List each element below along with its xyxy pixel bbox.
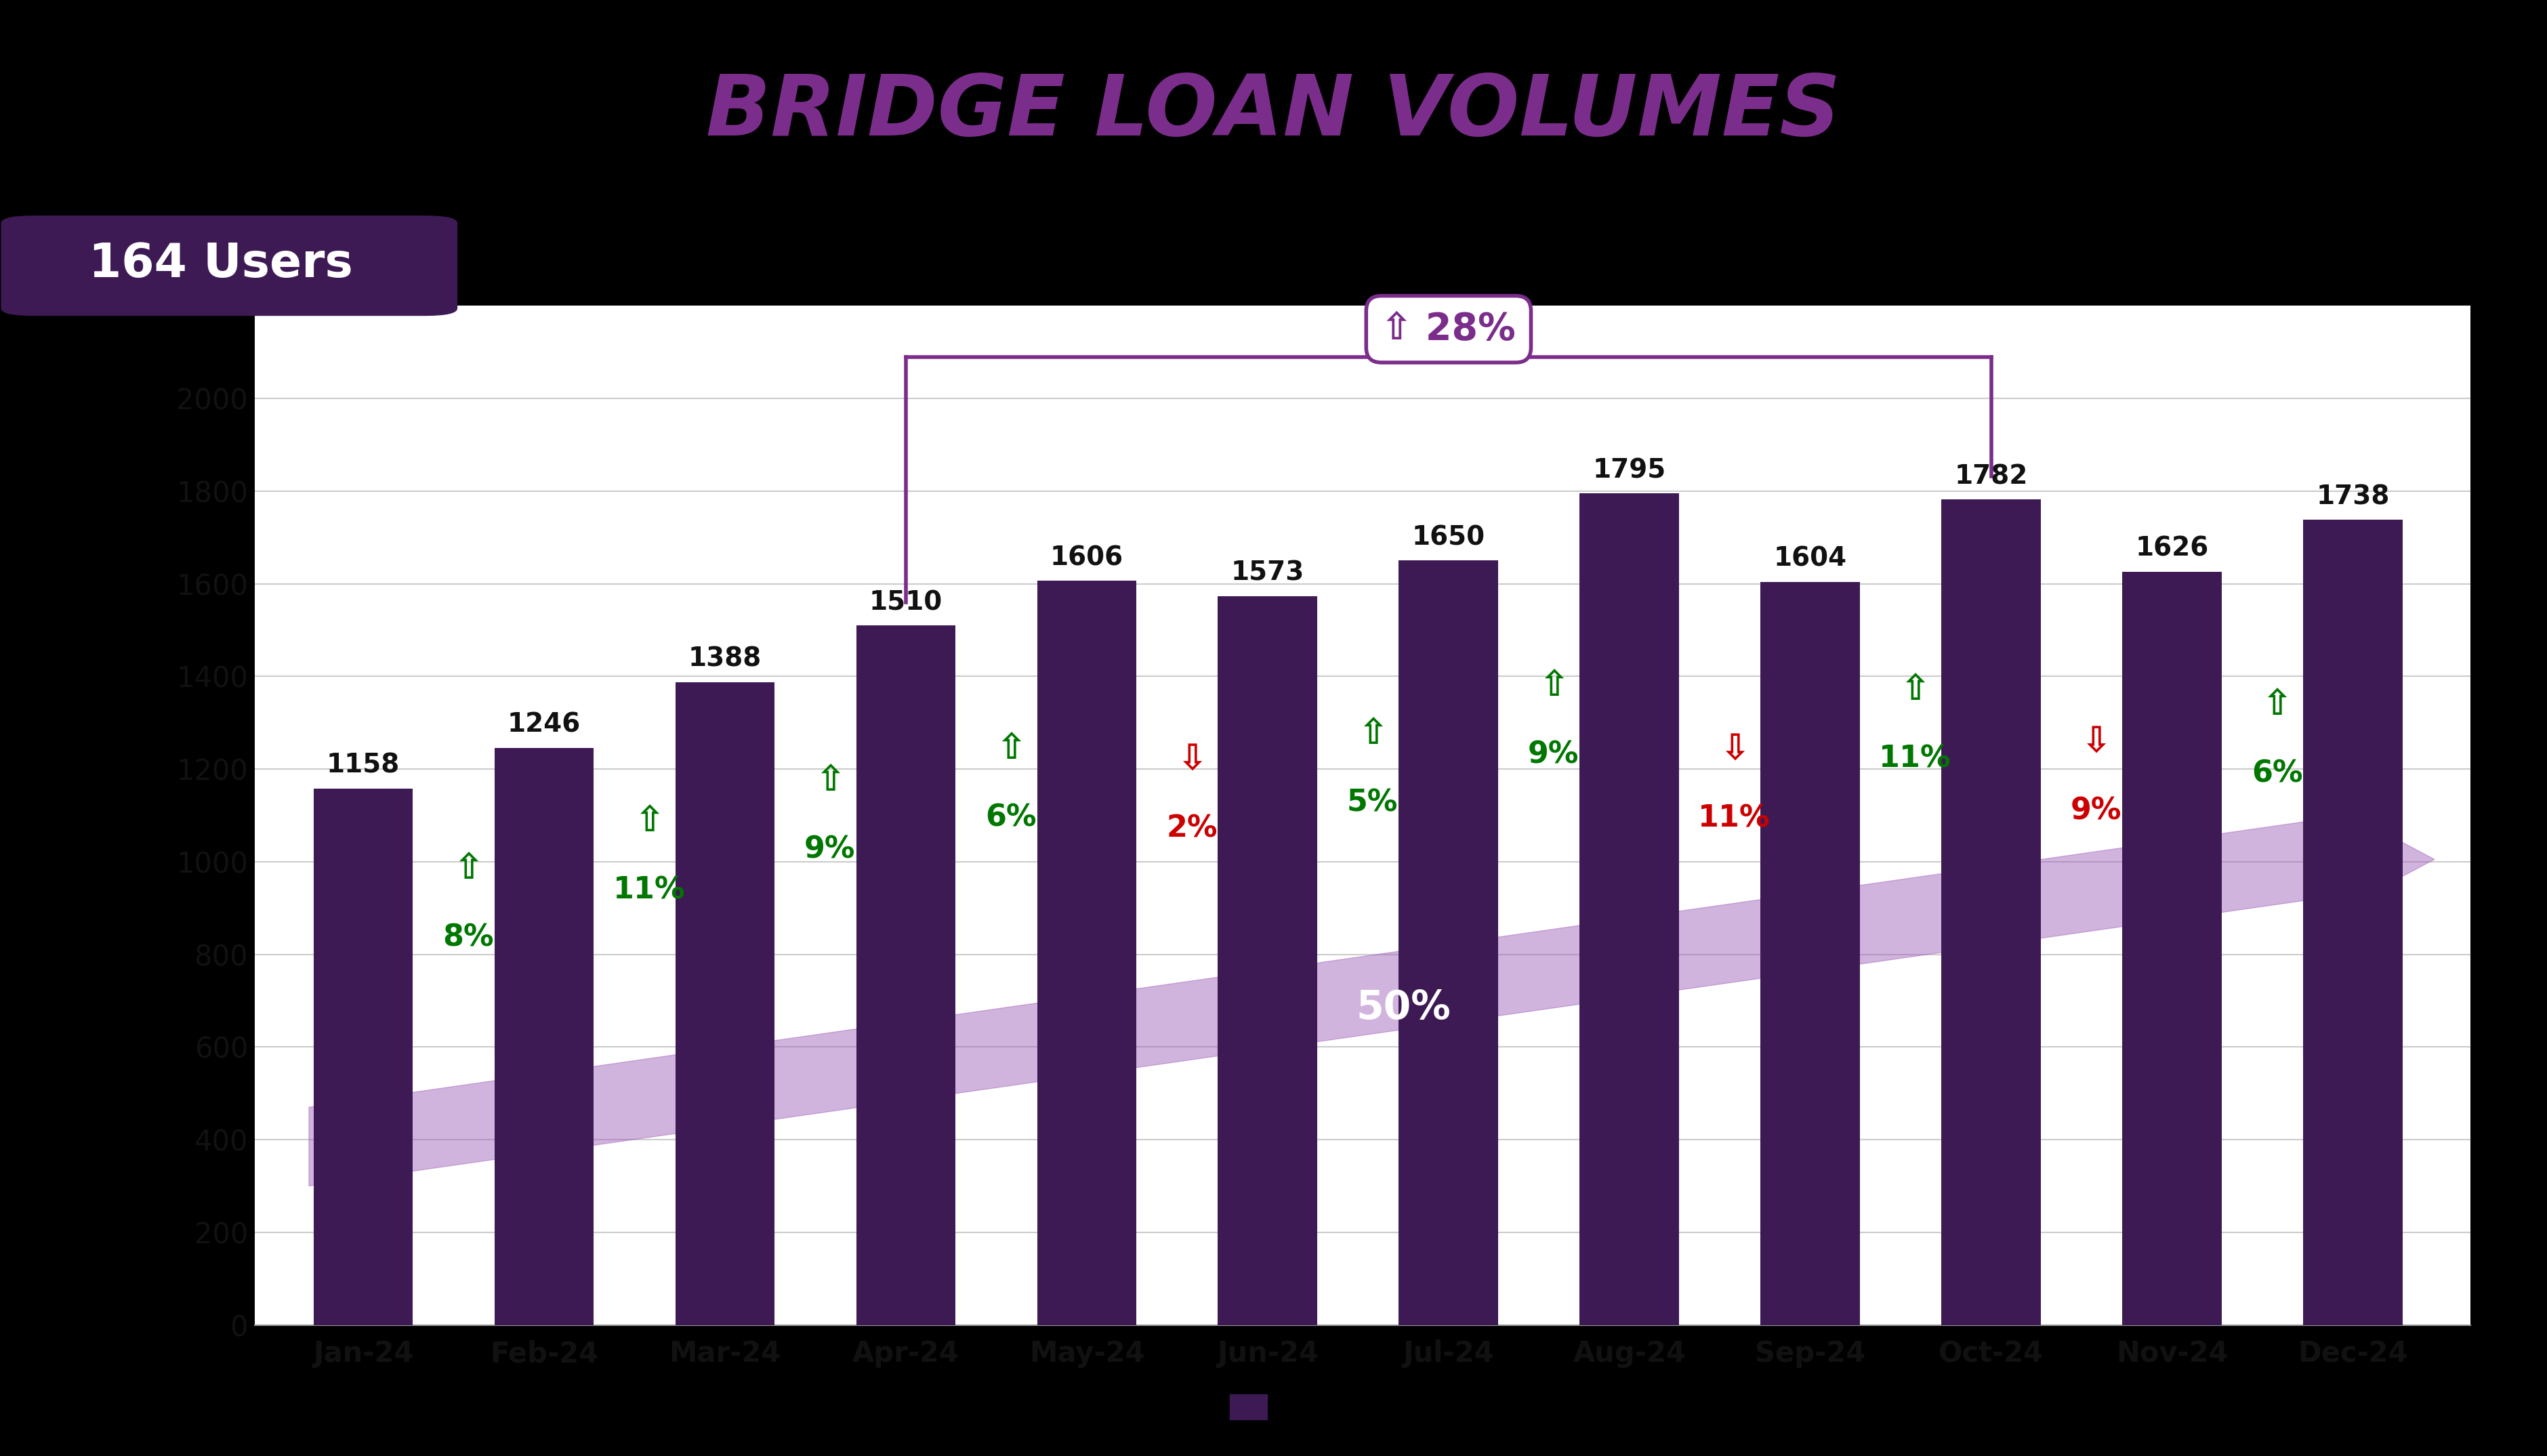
Bar <box>2122 572 2221 1325</box>
Text: 1246: 1246 <box>507 712 581 738</box>
Text: 1650: 1650 <box>1411 524 1485 550</box>
Text: ⇩: ⇩ <box>1719 731 1750 767</box>
Bar <box>1398 561 1498 1325</box>
Text: 11%: 11% <box>1699 804 1770 833</box>
Bar <box>675 681 774 1325</box>
Text: 6%: 6% <box>2252 759 2302 788</box>
Text: 1606: 1606 <box>1049 545 1123 571</box>
Bar <box>1217 597 1317 1325</box>
Text: 8%: 8% <box>443 923 494 952</box>
Text: ⇧: ⇧ <box>2262 687 2292 722</box>
Text: 50%: 50% <box>1355 989 1452 1026</box>
Polygon shape <box>308 796 2435 1187</box>
Bar <box>1760 582 1859 1325</box>
Text: ⇧: ⇧ <box>1358 716 1388 751</box>
Text: 1782: 1782 <box>1954 463 2027 489</box>
Text: 11%: 11% <box>1880 744 1951 773</box>
Text: 1795: 1795 <box>1592 457 1666 483</box>
Text: 5%: 5% <box>1347 789 1398 818</box>
Bar <box>2302 520 2402 1325</box>
Text: ⇧: ⇧ <box>1538 668 1569 703</box>
Text: 1388: 1388 <box>688 646 762 671</box>
Text: 2%: 2% <box>1167 814 1217 843</box>
Text: 9%: 9% <box>805 836 856 865</box>
Text: 9%: 9% <box>1528 740 1579 769</box>
Text: 1573: 1573 <box>1230 561 1304 585</box>
Text: ⇧: ⇧ <box>1900 673 1931 708</box>
Text: 1626: 1626 <box>2134 536 2208 562</box>
Text: 1510: 1510 <box>869 590 942 616</box>
FancyBboxPatch shape <box>0 215 458 316</box>
Text: 1738: 1738 <box>2315 483 2389 510</box>
Text: ⇧: ⇧ <box>815 763 846 798</box>
Bar <box>1941 499 2040 1325</box>
Text: ⇧: ⇧ <box>453 850 484 887</box>
Text: 164 Users: 164 Users <box>89 242 354 287</box>
Text: 11%: 11% <box>614 877 685 906</box>
Text: ⇩: ⇩ <box>1177 743 1207 778</box>
Bar <box>856 626 955 1325</box>
Bar <box>1037 581 1136 1325</box>
Text: BRIDGE LOAN VOLUMES: BRIDGE LOAN VOLUMES <box>706 71 1841 153</box>
Text: ⇩: ⇩ <box>2081 724 2111 760</box>
Text: ⇧ 28%: ⇧ 28% <box>1380 312 1515 348</box>
Text: ⇧: ⇧ <box>634 804 665 839</box>
Text: 1604: 1604 <box>1773 546 1847 572</box>
Legend: Number of Loans: Number of Loans <box>1220 1385 1505 1430</box>
Text: 9%: 9% <box>2071 796 2122 826</box>
Text: 1158: 1158 <box>326 753 400 779</box>
Bar <box>1579 494 1678 1325</box>
Bar <box>313 789 413 1325</box>
Text: ⇧: ⇧ <box>996 731 1026 766</box>
Text: 6%: 6% <box>986 804 1037 833</box>
Bar <box>494 748 593 1325</box>
